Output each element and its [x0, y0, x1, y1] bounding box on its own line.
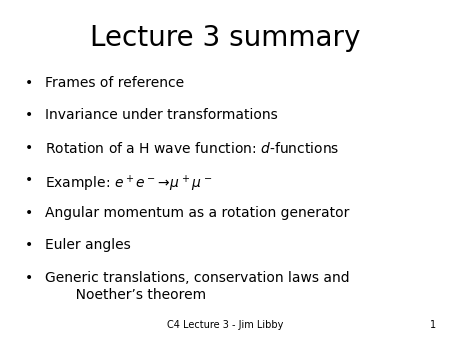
Text: 1: 1 — [430, 319, 436, 330]
Text: •: • — [25, 206, 33, 220]
Text: •: • — [25, 76, 33, 90]
Text: •: • — [25, 141, 33, 155]
Text: Rotation of a H wave function: $\mathit{d}$-functions: Rotation of a H wave function: $\mathit{… — [45, 141, 339, 156]
Text: Frames of reference: Frames of reference — [45, 76, 184, 90]
Text: Generic translations, conservation laws and
       Noether’s theorem: Generic translations, conservation laws … — [45, 271, 350, 302]
Text: Example: $e^+ e^- \!\rightarrow\! \mu^+ \mu^-$: Example: $e^+ e^- \!\rightarrow\! \mu^+ … — [45, 173, 212, 194]
Text: •: • — [25, 271, 33, 285]
Text: Invariance under transformations: Invariance under transformations — [45, 108, 278, 122]
Text: •: • — [25, 108, 33, 122]
Text: Lecture 3 summary: Lecture 3 summary — [90, 24, 360, 52]
Text: •: • — [25, 173, 33, 187]
Text: Euler angles: Euler angles — [45, 238, 131, 252]
Text: Angular momentum as a rotation generator: Angular momentum as a rotation generator — [45, 206, 349, 220]
Text: •: • — [25, 238, 33, 252]
Text: C4 Lecture 3 - Jim Libby: C4 Lecture 3 - Jim Libby — [167, 319, 283, 330]
